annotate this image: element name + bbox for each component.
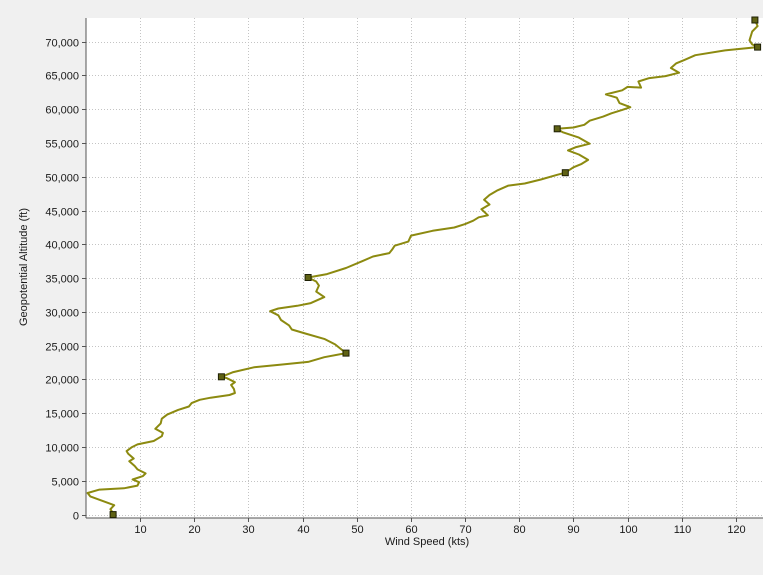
y-tick-label: 25,000: [45, 342, 79, 354]
y-tick-label: 15,000: [45, 409, 79, 421]
y-tick-label: 65,000: [45, 71, 79, 83]
y-tick-label: 20,000: [45, 375, 79, 387]
y-tick-labels: 0 5,000 10,000 15,000 20,000 25,000 30,000 35,0…: [45, 38, 79, 523]
data-point-marker: [217, 373, 225, 381]
series-markers: [109, 16, 762, 519]
plot-background: [86, 18, 763, 518]
x-axis-label: Wind Speed (kts): [385, 536, 469, 548]
x-tick-label: 20: [188, 524, 200, 536]
data-point-marker: [304, 274, 312, 281]
x-tick-label: 90: [567, 524, 579, 536]
y-tick-label: 70,000: [45, 38, 79, 50]
data-point-marker: [553, 125, 561, 133]
data-point-marker: [751, 16, 759, 24]
x-tick-label: 120: [727, 524, 745, 536]
grid-lines: [86, 18, 763, 518]
y-tick-label: 5,000: [51, 477, 79, 489]
data-point-marker: [342, 349, 350, 357]
x-tick-label: 70: [459, 524, 471, 536]
y-axis-label: Geopotential Altitude (ft): [18, 208, 30, 326]
series-line: [86, 19, 759, 516]
x-tick-label: 80: [513, 524, 525, 536]
series-wind-speed: [86, 19, 759, 516]
y-tick-label: 10,000: [45, 443, 79, 455]
data-point-marker: [754, 43, 762, 51]
x-tick-label: 100: [619, 524, 637, 536]
x-tick-labels: 10 20 30 40 50 60 70 80 90 100 110 120: [134, 524, 745, 536]
x-tick-label: 10: [134, 524, 146, 536]
data-point-marker: [561, 169, 569, 177]
y-tick-label: 0: [73, 511, 79, 523]
data-point-marker: [109, 511, 117, 519]
y-tick-label: 30,000: [45, 308, 79, 320]
x-tick-label: 50: [351, 524, 363, 536]
x-tick-label: 60: [405, 524, 417, 536]
y-tick-label: 55,000: [45, 139, 79, 151]
x-tick-label: 40: [297, 524, 309, 536]
x-tick-label: 110: [674, 524, 692, 536]
axes: [82, 18, 763, 522]
y-tick-label: 50,000: [45, 173, 79, 185]
y-tick-label: 45,000: [45, 207, 79, 219]
y-tick-label: 40,000: [45, 240, 79, 252]
y-tick-label: 60,000: [45, 105, 79, 117]
y-tick-label: 35,000: [45, 274, 79, 286]
x-tick-label: 30: [242, 524, 254, 536]
